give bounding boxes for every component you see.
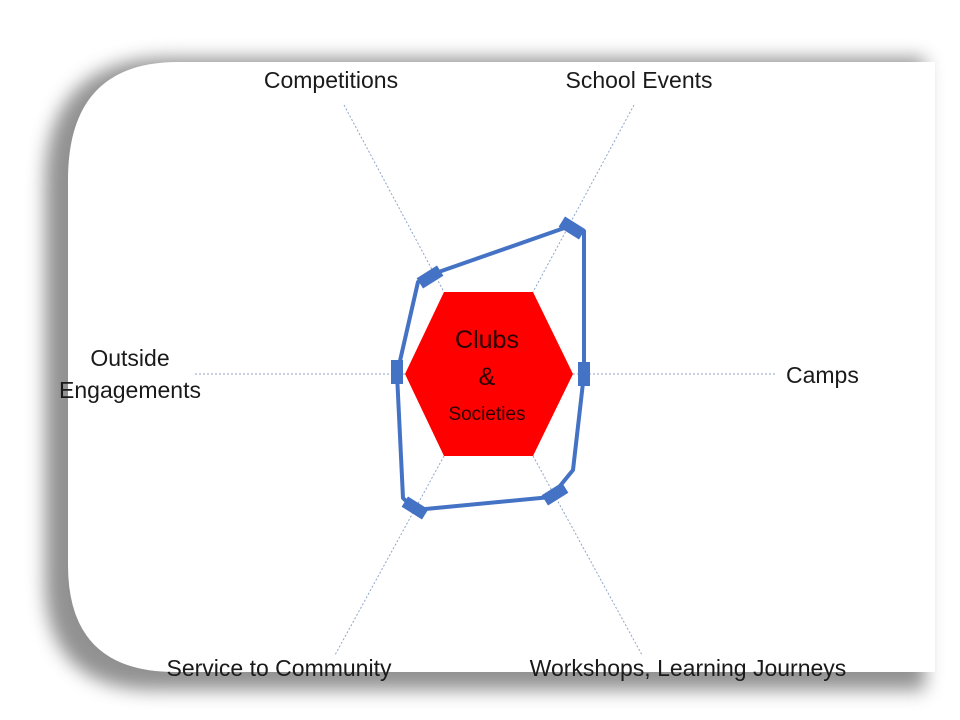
axis-lines [195,104,775,656]
axis-line-workshops [532,455,643,656]
label-outside-engagements-line1: Outside [90,345,169,371]
center-label-line2: & [479,363,496,391]
marker-camps [578,362,590,386]
label-competitions: Competitions [264,67,398,93]
center-hexagon [405,292,573,456]
axis-labels: Competitions School Events Camps Outside… [59,67,859,681]
outline-markers [391,216,590,520]
center-label-line1: Clubs [455,326,519,354]
label-outside-engagements-line2: Engagements [59,377,201,403]
marker-outside-engagements [391,360,403,384]
center-label: Clubs & Societies [448,326,525,425]
label-workshops: Workshops, Learning Journeys [530,655,847,681]
axis-line-school-events [532,104,635,293]
marker-school-events [558,216,586,240]
axis-line-competitions [343,104,445,293]
label-camps: Camps [786,362,859,388]
marker-service [401,496,429,520]
label-school-events: School Events [565,67,712,93]
axis-line-service [334,455,445,656]
marker-competitions [416,265,444,289]
label-service-to-community: Service to Community [167,655,392,681]
center-label-line3: Societies [448,404,525,425]
marker-workshops [541,482,569,506]
